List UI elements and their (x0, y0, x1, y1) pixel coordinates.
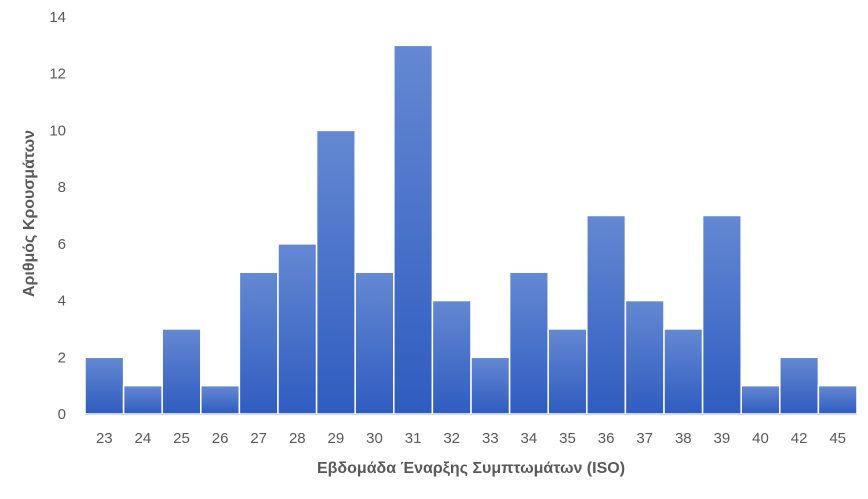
bar (161, 328, 202, 415)
y-tick-label: 6 (58, 236, 66, 253)
bar (779, 356, 820, 415)
bar (624, 299, 665, 415)
bar (817, 384, 858, 415)
y-tick-label: 10 (49, 122, 66, 139)
y-tick-label: 8 (58, 179, 66, 196)
bar (122, 384, 163, 415)
y-tick-label: 12 (49, 66, 66, 83)
bar (393, 44, 434, 415)
x-tick-label: 39 (714, 430, 731, 447)
x-tick-label: 34 (521, 430, 538, 447)
bar (200, 384, 241, 415)
x-tick-label: 32 (443, 430, 460, 447)
bar (701, 214, 742, 415)
bar (586, 214, 627, 415)
x-tick-label: 30 (366, 430, 383, 447)
bar (238, 271, 279, 415)
x-tick-label: 25 (173, 430, 190, 447)
x-tick-label: 42 (791, 430, 808, 447)
bar (547, 328, 588, 415)
y-tick-label: 2 (58, 349, 66, 366)
bar (315, 129, 356, 415)
bar (84, 356, 125, 415)
bar (740, 384, 781, 415)
bar (508, 271, 549, 415)
x-axis-ticks: 23 24 25 26 27 28 29 30 31 32 33 34 35 36 37 38 39 40 42 45 (96, 430, 846, 447)
y-axis-title: Αριθμός Κρουσμάτων (21, 130, 38, 297)
x-tick-label: 28 (289, 430, 306, 447)
x-tick-label: 40 (752, 430, 769, 447)
x-axis-title: Εβδομάδα Έναρξης Συμπτωμάτων (ISO) (317, 460, 625, 477)
x-tick-label: 38 (675, 430, 692, 447)
bar (277, 243, 318, 415)
x-tick-label: 23 (96, 430, 113, 447)
x-tick-label: 26 (212, 430, 229, 447)
x-tick-label: 33 (482, 430, 499, 447)
bar (470, 356, 511, 415)
bar (431, 299, 472, 415)
y-axis-ticks: 0 2 4 6 8 10 12 14 (49, 9, 66, 423)
x-tick-label: 27 (250, 430, 267, 447)
y-tick-label: 14 (49, 9, 66, 26)
bars (84, 44, 858, 415)
x-tick-label: 37 (636, 430, 653, 447)
bar (663, 328, 704, 415)
x-tick-label: 36 (598, 430, 615, 447)
x-tick-label: 35 (559, 430, 576, 447)
bar (354, 271, 395, 415)
x-tick-label: 45 (829, 430, 846, 447)
x-tick-label: 31 (405, 430, 422, 447)
x-tick-label: 29 (328, 430, 345, 447)
x-tick-label: 24 (135, 430, 152, 447)
y-tick-label: 0 (58, 406, 66, 423)
y-tick-label: 4 (58, 293, 66, 310)
